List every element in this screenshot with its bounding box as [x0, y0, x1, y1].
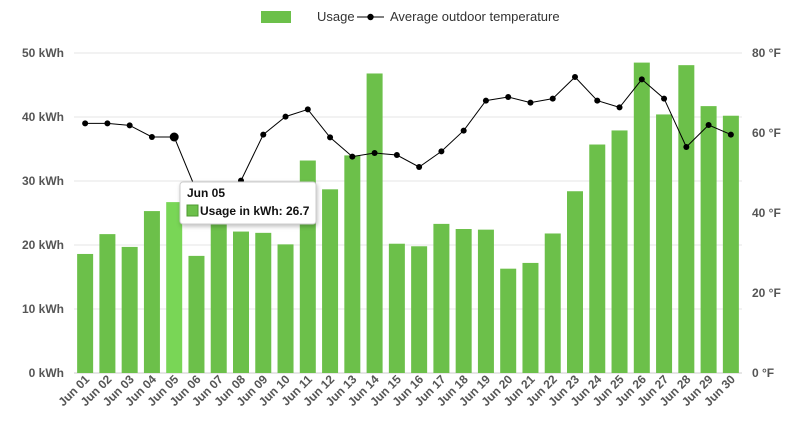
- y-left-tick-label: 10 kWh: [22, 302, 64, 316]
- temperature-point-jun-25[interactable]: [616, 104, 623, 111]
- usage-bar-jun-13[interactable]: [344, 155, 361, 373]
- temperature-point-jun-18[interactable]: [460, 127, 467, 134]
- temperature-point-jun-21[interactable]: [527, 99, 534, 106]
- usage-bar-jun-01[interactable]: [77, 253, 94, 373]
- temperature-point-jun-15[interactable]: [393, 152, 400, 158]
- temperature-point-jun-12[interactable]: [327, 134, 334, 141]
- temperature-point-jun-27[interactable]: [661, 95, 668, 102]
- tooltip-body: Usage in kWh: 26.7: [200, 204, 310, 218]
- legend: Usage Average outdoor temperature: [261, 9, 560, 24]
- temperature-point-jun-02[interactable]: [104, 120, 111, 127]
- legend-item-temperature[interactable]: Average outdoor temperature: [357, 9, 560, 24]
- legend-temp-label: Average outdoor temperature: [390, 9, 560, 24]
- temperature-point-jun-28[interactable]: [683, 144, 690, 150]
- usage-bar-jun-24[interactable]: [589, 144, 606, 373]
- usage-bar-jun-21[interactable]: [522, 262, 539, 373]
- y-right-tick-label: 80 °F: [752, 46, 781, 60]
- temperature-point-jun-11[interactable]: [304, 106, 311, 113]
- y-right-tick-label: 20 °F: [752, 286, 781, 300]
- legend-usage-label: Usage: [317, 9, 355, 24]
- tooltip: Jun 05 Usage in kWh: 26.7: [179, 181, 317, 225]
- temperature-point-jun-26[interactable]: [638, 76, 645, 83]
- usage-bar-jun-12[interactable]: [322, 189, 339, 373]
- usage-bar-jun-15[interactable]: [388, 243, 405, 373]
- usage-bar-jun-23[interactable]: [567, 191, 583, 373]
- usage-bar-jun-17[interactable]: [433, 223, 450, 373]
- usage-bar-jun-07[interactable]: [210, 220, 227, 373]
- usage-bar-jun-04[interactable]: [143, 211, 160, 373]
- y-left-tick-label: 40 kWh: [22, 110, 64, 124]
- y-axis-left: 0 kWh 10 kWh 20 kWh 30 kWh 40 kWh 50 kWh: [22, 46, 64, 380]
- y-left-tick-label: 0 kWh: [29, 366, 64, 380]
- usage-bar-jun-14[interactable]: [366, 73, 383, 373]
- legend-usage-swatch: [261, 11, 291, 23]
- legend-temp-marker: [367, 13, 374, 21]
- y-right-tick-label: 60 °F: [752, 126, 781, 140]
- usage-bar-jun-27[interactable]: [656, 114, 673, 373]
- temperature-point-jun-22[interactable]: [549, 95, 556, 102]
- usage-bar-jun-02[interactable]: [99, 234, 116, 373]
- temperature-point-jun-29[interactable]: [705, 122, 712, 128]
- temperature-point-jun-17[interactable]: [438, 148, 445, 155]
- grid-lines: [74, 52, 742, 374]
- temperature-point-jun-03[interactable]: [126, 122, 133, 129]
- usage-bar-jun-16[interactable]: [411, 246, 428, 373]
- temperature-point-jun-16[interactable]: [416, 164, 423, 170]
- usage-bar-jun-20[interactable]: [500, 268, 517, 373]
- temperature-point-jun-20[interactable]: [505, 94, 512, 100]
- usage-bar-jun-09[interactable]: [255, 232, 272, 373]
- usage-bar-jun-03[interactable]: [121, 246, 138, 373]
- temperature-point-jun-04[interactable]: [148, 134, 155, 140]
- usage-bar-jun-08[interactable]: [233, 231, 249, 373]
- temperature-point-jun-23[interactable]: [572, 74, 578, 80]
- temperature-point-jun-01[interactable]: [82, 120, 89, 127]
- usage-bar-jun-18[interactable]: [455, 229, 472, 373]
- y-left-tick-label: 50 kWh: [22, 46, 64, 60]
- usage-bar-jun-06[interactable]: [188, 255, 205, 373]
- temperature-point-jun-24[interactable]: [594, 97, 601, 104]
- y-axis-right: 0 °F 20 °F 40 °F 60 °F 80 °F: [752, 46, 781, 380]
- usage-bar-jun-22[interactable]: [544, 233, 561, 373]
- temperature-point-jun-30[interactable]: [727, 131, 734, 138]
- temperature-point-jun-10[interactable]: [282, 113, 289, 120]
- usage-bar-jun-10[interactable]: [277, 244, 294, 373]
- usage-bar-jun-26[interactable]: [633, 62, 650, 373]
- tooltip-box: [179, 181, 317, 225]
- tooltip-swatch: [186, 204, 199, 217]
- y-left-tick-label: 30 kWh: [22, 174, 64, 188]
- y-right-tick-label: 0 °F: [752, 366, 774, 380]
- usage-bar-jun-19[interactable]: [477, 229, 494, 373]
- temperature-point-jun-14[interactable]: [371, 150, 378, 156]
- temperature-point-jun-19[interactable]: [482, 97, 489, 104]
- usage-bar-jun-25[interactable]: [611, 130, 628, 373]
- usage-bar-jun-29[interactable]: [700, 106, 717, 374]
- temperature-point-jun-09[interactable]: [260, 131, 267, 138]
- y-right-tick-label: 40 °F: [752, 206, 781, 220]
- y-left-tick-label: 20 kWh: [22, 238, 64, 252]
- usage-bar-jun-05[interactable]: [166, 202, 183, 373]
- temperature-point-jun-05[interactable]: [169, 132, 179, 142]
- legend-item-usage[interactable]: Usage: [261, 9, 355, 24]
- temperature-point-jun-13[interactable]: [349, 153, 356, 160]
- usage-bar-jun-28[interactable]: [678, 65, 695, 373]
- tooltip-title: Jun 05: [187, 186, 225, 200]
- usage-bars: [77, 62, 739, 374]
- usage-bar-jun-30[interactable]: [722, 115, 739, 373]
